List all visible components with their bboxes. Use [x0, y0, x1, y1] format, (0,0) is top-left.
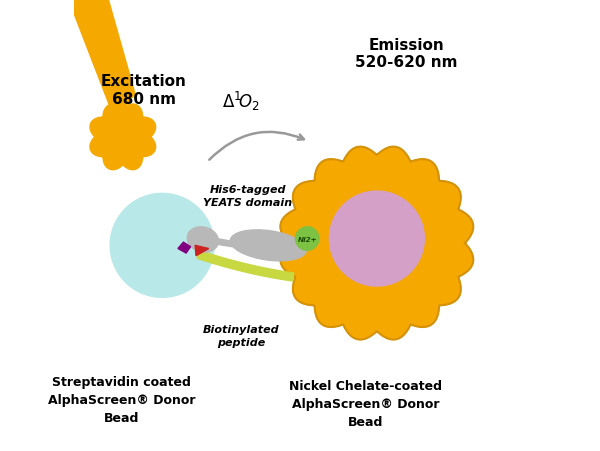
Polygon shape: [209, 238, 235, 247]
Polygon shape: [197, 251, 294, 281]
Ellipse shape: [230, 230, 307, 261]
Polygon shape: [65, 0, 135, 120]
Polygon shape: [329, 192, 424, 286]
Polygon shape: [90, 105, 155, 170]
Polygon shape: [178, 243, 191, 253]
Text: Biotinylated
peptide: Biotinylated peptide: [203, 324, 280, 348]
Text: Emission
520-620 nm: Emission 520-620 nm: [355, 38, 457, 70]
Text: $\Delta^1\!O_2$: $\Delta^1\!O_2$: [222, 90, 260, 113]
Text: Excitation
680 nm: Excitation 680 nm: [101, 74, 187, 106]
Polygon shape: [110, 194, 214, 298]
Polygon shape: [280, 147, 473, 340]
Text: Ni2+: Ni2+: [298, 236, 317, 243]
Text: Streptavidin coated
AlphaScreen® Donor
Bead: Streptavidin coated AlphaScreen® Donor B…: [48, 375, 195, 423]
Circle shape: [295, 227, 319, 251]
Text: His6-tagged
YEATS domain: His6-tagged YEATS domain: [203, 184, 293, 208]
Polygon shape: [195, 246, 209, 256]
Ellipse shape: [187, 227, 218, 253]
Text: Nickel Chelate-coated
AlphaScreen® Donor
Bead: Nickel Chelate-coated AlphaScreen® Donor…: [289, 379, 442, 428]
